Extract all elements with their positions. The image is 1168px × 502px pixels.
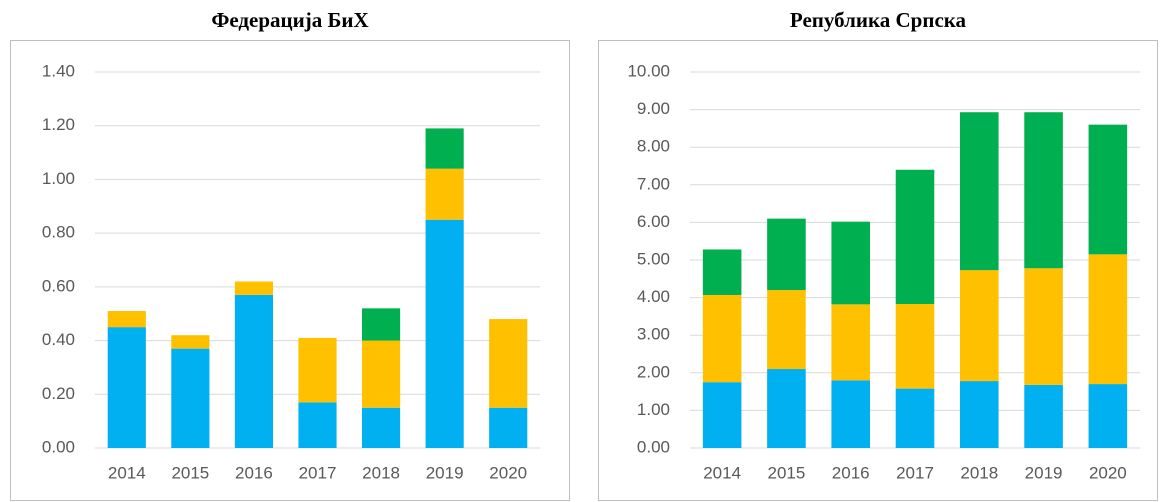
bar-segment <box>895 169 935 304</box>
x-tick-label: 2020 <box>489 463 527 482</box>
chart-title: Република Српска <box>790 8 967 32</box>
bar-segment <box>425 219 464 448</box>
bar-segment <box>831 380 870 448</box>
bar-segment <box>425 128 464 169</box>
x-tick-label: 2017 <box>299 463 337 482</box>
y-tick-label: 1.40 <box>42 61 75 80</box>
y-tick-label: 0.80 <box>42 223 75 242</box>
y-tick-label: 1.20 <box>42 115 75 134</box>
y-tick-label: 3.00 <box>637 325 670 344</box>
y-tick-label: 8.00 <box>637 137 670 156</box>
bar-segment <box>171 335 210 349</box>
bar-segment <box>1088 254 1128 385</box>
y-tick-label: 0.00 <box>42 437 75 456</box>
y-tick-label: 4.00 <box>637 287 670 306</box>
y-tick-label: 2.00 <box>637 362 670 381</box>
bar-segment <box>831 221 870 305</box>
x-tick-label: 2017 <box>896 463 934 482</box>
y-tick-label: 1.00 <box>637 400 670 419</box>
bar-segment <box>234 294 273 448</box>
bar-segment <box>960 381 999 448</box>
y-tick-label: 7.00 <box>637 174 670 193</box>
bar-segment <box>362 308 401 341</box>
bar-segment <box>489 319 528 408</box>
bar-segment <box>171 348 210 448</box>
panel-frame <box>10 40 570 501</box>
y-tick-label: 0.40 <box>42 330 75 349</box>
x-tick-label: 2019 <box>1025 463 1063 482</box>
bar-segment <box>702 382 742 448</box>
y-tick-label: 5.00 <box>637 249 670 268</box>
x-tick-label: 2014 <box>703 463 741 482</box>
panel-frame <box>598 40 1158 501</box>
y-tick-label: 0.20 <box>42 384 75 403</box>
bar-segment <box>1088 384 1128 448</box>
y-tick-label: 10.00 <box>627 61 670 80</box>
y-tick-label: 0.60 <box>42 276 75 295</box>
bar-segment <box>489 407 528 448</box>
x-tick-label: 2018 <box>362 463 400 482</box>
bar-segment <box>107 327 146 448</box>
bar-segment <box>362 340 401 408</box>
bar-segment <box>895 303 935 389</box>
bar-segment <box>1024 112 1063 269</box>
bar-segment <box>895 388 935 448</box>
chart-title: Федерација БиХ <box>211 8 368 32</box>
x-tick-label: 2014 <box>108 463 146 482</box>
bar-segment <box>960 112 999 271</box>
bar-segment <box>362 407 401 448</box>
y-tick-label: 0.00 <box>637 437 670 456</box>
bar-segment <box>767 218 806 291</box>
bar-segment <box>107 311 146 328</box>
bar-segment <box>960 270 999 382</box>
y-tick-label: 9.00 <box>637 99 670 118</box>
y-tick-label: 1.00 <box>42 169 75 188</box>
bar-segment <box>831 304 870 381</box>
x-tick-label: 2015 <box>768 463 806 482</box>
bar-segment <box>298 337 337 403</box>
x-tick-label: 2018 <box>960 463 998 482</box>
bar-segment <box>767 369 806 448</box>
x-tick-label: 2019 <box>426 463 464 482</box>
bar-segment <box>298 402 337 448</box>
bar-segment <box>1024 268 1063 385</box>
bar-segment <box>767 290 806 370</box>
bar-segment <box>425 168 464 220</box>
x-tick-label: 2020 <box>1089 463 1127 482</box>
bar-segment <box>1024 384 1063 448</box>
bar-segment <box>234 281 273 295</box>
x-tick-label: 2016 <box>832 463 870 482</box>
y-tick-label: 6.00 <box>637 212 670 231</box>
x-tick-label: 2015 <box>171 463 209 482</box>
bar-segment <box>702 249 742 295</box>
bar-segment <box>1088 124 1128 255</box>
bar-segment <box>702 294 742 383</box>
x-tick-label: 2016 <box>235 463 273 482</box>
